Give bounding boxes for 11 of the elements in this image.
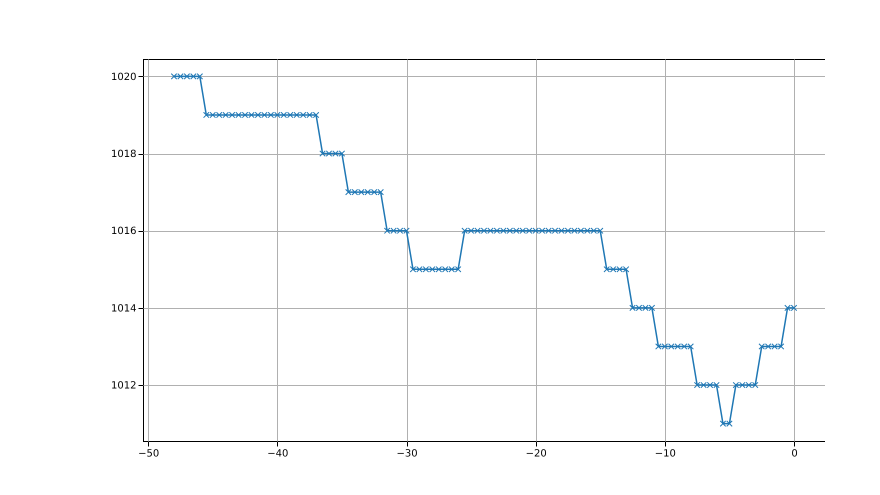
y-tick-label: 1018 (111, 149, 136, 160)
y-tick-label: 1016 (111, 226, 136, 238)
x-tick-label: −10 (654, 448, 676, 460)
x-tick-label: 0 (791, 448, 798, 460)
y-tick-label: 1020 (111, 72, 136, 83)
x-tick-label: −20 (526, 448, 547, 460)
x-tick-label: −50 (138, 448, 160, 460)
x-tick-label: −40 (267, 448, 288, 460)
y-tick-label: 1012 (111, 380, 136, 392)
y-tick-label: 1014 (111, 303, 136, 314)
x-tick-label: −30 (396, 448, 418, 460)
